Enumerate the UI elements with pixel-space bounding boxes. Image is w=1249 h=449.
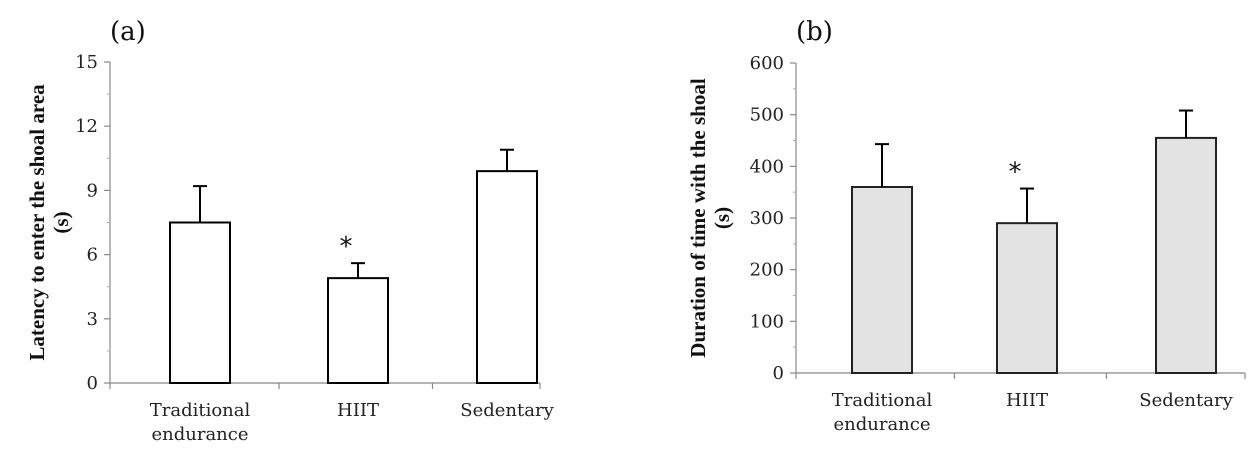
x-category-label: Traditional — [832, 390, 933, 411]
y-tick-label: 12 — [75, 116, 98, 137]
bar — [996, 222, 1058, 374]
x-category-label: endurance — [833, 414, 930, 435]
y-tick-label: 400 — [750, 156, 784, 177]
y-tick-label: 100 — [750, 311, 784, 332]
panel-label: (b) — [796, 17, 833, 47]
y-tick-label: 500 — [750, 105, 784, 126]
x-category-label: Traditional — [150, 400, 251, 421]
bar — [327, 277, 389, 385]
x-category-label: endurance — [151, 424, 248, 445]
y-tick-label: 300 — [750, 208, 784, 229]
y-tick-label: 3 — [87, 309, 98, 330]
bar — [851, 186, 913, 374]
y-tick-label: 0 — [87, 373, 98, 394]
significance-marker: * — [1009, 158, 1022, 188]
y-tick-label: 6 — [87, 245, 98, 266]
y-tick-label: 0 — [773, 363, 784, 384]
y-tick-label: 200 — [750, 260, 784, 281]
chart-panel-b: (b) Duration of time with the shoal (s) 0 10… — [686, 17, 1246, 435]
bar — [169, 221, 231, 384]
y-axis-title-line: (s) — [710, 207, 734, 229]
panel-label: (a) — [110, 17, 146, 47]
x-category-label: HIIT — [337, 400, 379, 421]
x-category-label: HIIT — [1006, 390, 1048, 411]
bar — [476, 170, 538, 384]
y-axis-title-line: (s) — [49, 211, 73, 233]
significance-marker: * — [340, 232, 353, 262]
x-category-label: Sedentary — [1139, 390, 1233, 411]
y-axis-title-line: Duration of time with the shoal — [686, 78, 710, 358]
chart-panel-a: (a) Latency to enter the shoal area (s) 0 3 6… — [25, 17, 555, 445]
y-tick-label: 9 — [87, 180, 98, 201]
y-tick-label: 600 — [750, 53, 784, 74]
y-axis-title-line: Latency to enter the shoal area — [25, 84, 49, 361]
y-tick-label: 15 — [75, 52, 98, 73]
x-category-label: Sedentary — [460, 400, 554, 421]
bar — [1155, 136, 1217, 374]
